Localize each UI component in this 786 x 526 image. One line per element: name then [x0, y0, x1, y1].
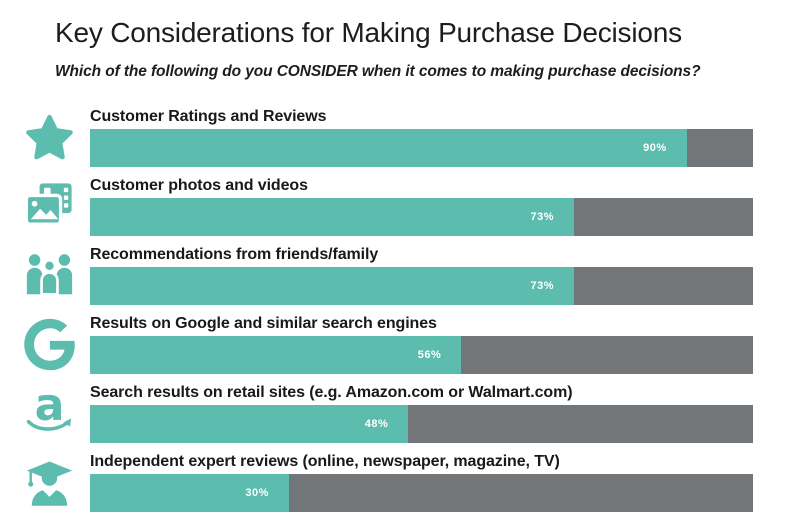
google-icon [22, 314, 90, 374]
bar-group: Recommendations from friends/family 73% [90, 245, 753, 305]
bar-fill: 48% [90, 405, 409, 443]
bar-group: Independent expert reviews (online, news… [90, 452, 753, 512]
chart-row: Results on Google and similar search eng… [22, 314, 753, 374]
bar-track: 48% [90, 405, 753, 443]
infographic-page: Key Considerations for Making Purchase D… [22, 17, 753, 512]
bar-track: 73% [90, 267, 753, 305]
chart-row: Customer Ratings and Reviews 90% [22, 107, 753, 167]
bar-track: 73% [90, 198, 753, 236]
bar-fill: 73% [90, 198, 574, 236]
value-label: 73% [530, 280, 554, 292]
amazon-icon: a [22, 383, 90, 443]
bar-track: 30% [90, 474, 753, 512]
value-label: 30% [245, 487, 269, 499]
graduate-expert-icon [22, 452, 90, 512]
chart-row: Customer photos and videos 73% [22, 176, 753, 236]
star-icon [22, 107, 90, 167]
value-label: 56% [417, 349, 442, 361]
category-label: Recommendations from friends/family [90, 246, 379, 263]
bar-group: Results on Google and similar search eng… [90, 314, 753, 374]
svg-text:a: a [35, 387, 65, 431]
category-label: Search results on retail sites (e.g. Ama… [90, 384, 573, 401]
chart-row: Recommendations from friends/family 73% [22, 245, 753, 305]
bar-group: Search results on retail sites (e.g. Ama… [90, 383, 753, 443]
friends-family-icon [22, 245, 90, 305]
bar-group: Customer photos and videos 73% [90, 176, 753, 236]
bar-track: 90% [90, 129, 753, 167]
category-label: Results on Google and similar search eng… [90, 315, 437, 332]
value-label: 48% [364, 418, 389, 430]
customer-photos-videos-icon [22, 176, 90, 236]
value-label: 90% [643, 142, 667, 154]
bar-group: Customer Ratings and Reviews 90% [90, 107, 753, 167]
bar-fill: 73% [90, 267, 574, 305]
category-label: Customer photos and videos [90, 177, 308, 194]
value-label: 73% [530, 211, 554, 223]
survey-question-subtitle: Which of the following do you CONSIDER w… [55, 63, 701, 80]
bar-track: 56% [90, 336, 753, 374]
category-label: Independent expert reviews (online, news… [90, 453, 560, 470]
page-title: Key Considerations for Making Purchase D… [55, 17, 682, 48]
bar-chart: Customer Ratings and Reviews 90% Customer … [22, 107, 753, 512]
category-label: Customer Ratings and Reviews [90, 108, 327, 125]
bar-fill: 30% [90, 474, 289, 512]
bar-fill: 90% [90, 129, 687, 167]
chart-row: Independent expert reviews (online, news… [22, 452, 753, 512]
chart-row: a Search results on retail sites (e.g. Am… [22, 383, 753, 443]
bar-fill: 56% [90, 336, 462, 374]
